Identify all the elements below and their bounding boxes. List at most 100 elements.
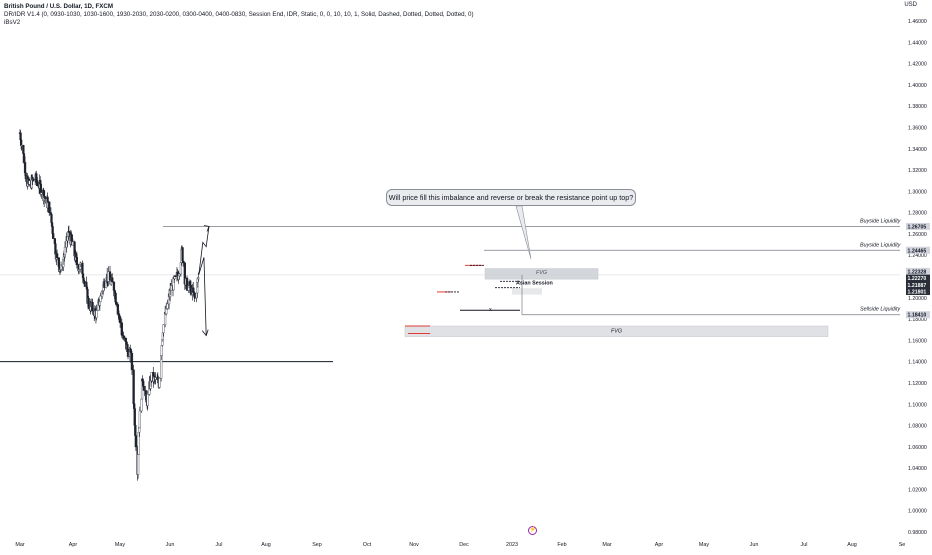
candle-body[interactable] xyxy=(51,226,54,234)
price-tag-current-3-bg xyxy=(906,288,930,296)
candle-body[interactable] xyxy=(98,301,102,306)
time-axis-tick: May xyxy=(115,542,125,548)
candle-body[interactable] xyxy=(91,302,94,312)
candle-body[interactable] xyxy=(181,247,184,262)
candle-body[interactable] xyxy=(132,369,135,404)
candle-body[interactable] xyxy=(134,435,138,448)
candle-body[interactable] xyxy=(87,297,90,308)
candle-body[interactable] xyxy=(75,256,78,266)
price-axis-tick: 1.32000 xyxy=(908,168,927,174)
price-axis-tick: 1.28000 xyxy=(908,211,927,217)
bearish-projection-path[interactable] xyxy=(198,257,207,336)
price-tag-buyside-2[interactable]: 1.24465 xyxy=(908,248,927,254)
time-axis-tick: Jun xyxy=(166,542,175,548)
candle-body[interactable] xyxy=(114,292,117,303)
fvg-zone-upper[interactable] xyxy=(484,268,599,280)
candle-body[interactable] xyxy=(67,231,71,233)
time-axis-tick: Jul xyxy=(216,542,223,548)
candle-body[interactable] xyxy=(122,335,126,339)
price-tag-buyside-1-bg xyxy=(906,222,930,230)
candle-body[interactable] xyxy=(50,214,53,223)
price-axis-tick: 1.30000 xyxy=(908,189,927,195)
price-axis-tick: 1.14000 xyxy=(908,360,927,366)
price-tag-sellside-bg xyxy=(906,311,930,319)
candle-body[interactable] xyxy=(146,394,149,406)
symbol-title[interactable]: British Pound / U.S. Dollar, 1D, FXCM xyxy=(4,3,113,10)
candle-body[interactable] xyxy=(99,295,102,303)
callout-pointer xyxy=(515,205,532,260)
candle-body[interactable] xyxy=(130,353,134,371)
candle-body[interactable] xyxy=(166,303,169,309)
candle-body[interactable] xyxy=(24,172,27,176)
candle-body[interactable] xyxy=(162,324,165,334)
indicator-dr-idr-legend[interactable]: DR/IDR V1.4 (0, 0930-1030, 1030-1600, 19… xyxy=(4,11,474,18)
event-marker-icon[interactable]: ⚡ xyxy=(528,526,537,535)
candle-body[interactable] xyxy=(185,277,189,291)
candle-body[interactable] xyxy=(63,247,67,256)
candle-body[interactable] xyxy=(57,257,60,267)
candle-body[interactable] xyxy=(111,277,114,283)
asian-session-box[interactable] xyxy=(512,288,542,295)
time-axis-tick: Aug xyxy=(261,542,271,548)
bullish-arrow-head xyxy=(203,225,210,232)
time-axis-tick: Oct xyxy=(363,542,372,548)
price-axis-tick: 1.34000 xyxy=(908,147,927,153)
candle-body[interactable] xyxy=(115,301,118,305)
price-tag-sellside[interactable]: 1.18410 xyxy=(908,313,927,319)
price-axis-tick: 1.10000 xyxy=(908,402,927,408)
candle-body[interactable] xyxy=(55,253,59,259)
bullish-projection-path[interactable] xyxy=(198,226,210,275)
candle-body[interactable] xyxy=(40,192,43,195)
time-axis-tick: Apr xyxy=(655,542,664,548)
candle-body[interactable] xyxy=(95,310,98,318)
candle-body[interactable] xyxy=(136,454,140,475)
candle-body[interactable] xyxy=(158,378,161,388)
buyside-liquidity-label-2: Buyside Liquidity xyxy=(860,242,901,248)
indicator-ibs-legend[interactable]: iBsV2 xyxy=(4,19,21,26)
candle-body[interactable] xyxy=(48,201,51,213)
time-axis-tick: Mar xyxy=(15,542,24,548)
time-axis-tick: Sep xyxy=(312,542,322,548)
callout-note[interactable]: Will price fill this imbalance and rever… xyxy=(386,189,636,206)
candle-body[interactable] xyxy=(124,337,127,342)
buyside-liquidity-label-1: Buyside Liquidity xyxy=(860,218,901,224)
candle-body[interactable] xyxy=(178,273,181,276)
price-axis-tick: 1.08000 xyxy=(908,424,927,430)
candle-body[interactable] xyxy=(118,316,122,323)
candle-body[interactable] xyxy=(52,233,55,239)
candle-body[interactable] xyxy=(181,260,185,264)
price-axis-tick: 1.24000 xyxy=(908,253,927,259)
fvg-zone-lower[interactable] xyxy=(404,325,829,337)
candle-body[interactable] xyxy=(197,277,200,280)
time-axis-tick: May xyxy=(699,542,709,548)
currency-label: USD xyxy=(904,2,917,8)
time-axis-tick: Feb xyxy=(557,542,566,548)
fvg-label-lower: FVG xyxy=(611,328,622,334)
price-tag-current-1[interactable]: 1.22270 xyxy=(908,276,927,282)
time-axis-tick: Apr xyxy=(69,542,78,548)
candle-body[interactable] xyxy=(138,410,141,429)
candle-body[interactable] xyxy=(140,398,143,412)
time-axis-tick: Nov xyxy=(409,542,419,548)
price-axis-tick: 1.44000 xyxy=(908,40,927,46)
candle-body[interactable] xyxy=(83,281,86,283)
price-axis-tick: 1.06000 xyxy=(908,445,927,451)
price-tag-current-1-bg xyxy=(906,274,930,282)
bearish-arrow-head xyxy=(201,329,209,337)
candle-body[interactable] xyxy=(160,345,163,356)
price-tag-buyside-2-bg xyxy=(906,246,930,254)
candle-body[interactable] xyxy=(36,181,39,187)
price-axis-tick: 1.18000 xyxy=(908,317,927,323)
candle-body[interactable] xyxy=(192,287,195,293)
price-tag-buyside-1[interactable]: 1.26705 xyxy=(908,224,927,230)
candle-body[interactable] xyxy=(138,427,141,433)
price-tag-current-0[interactable]: 1.22328 xyxy=(908,269,927,275)
candle-body[interactable] xyxy=(59,264,63,270)
price-tag-current-2[interactable]: 1.21887 xyxy=(908,283,927,289)
price-tag-current-3[interactable]: 1.21801 xyxy=(908,290,927,296)
candle-body[interactable] xyxy=(142,386,145,391)
price-axis-tick: 1.12000 xyxy=(908,381,927,387)
time-axis-tick: Dec xyxy=(459,542,469,548)
